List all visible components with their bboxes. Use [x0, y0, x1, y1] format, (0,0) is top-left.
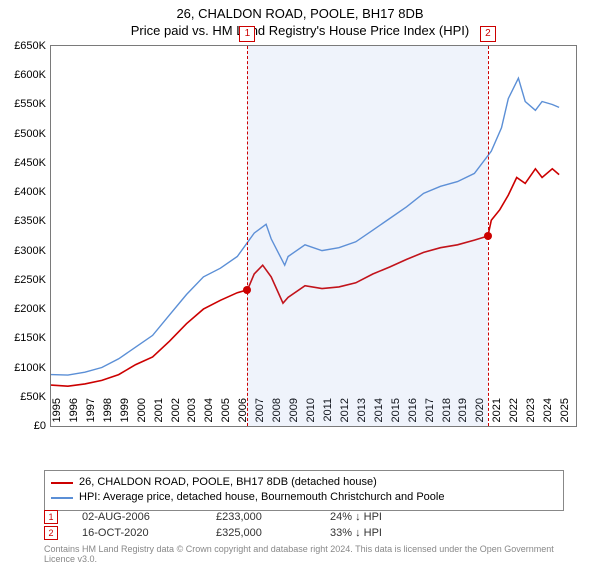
sale-marker-box: 1 [239, 26, 255, 42]
sale-marker-box: 2 [480, 26, 496, 42]
sale-row: 1 02-AUG-2006 £233,000 24% ↓ HPI [44, 510, 382, 524]
y-axis-label: £250K [1, 274, 46, 286]
footer: Contains HM Land Registry data © Crown c… [44, 545, 554, 565]
y-axis-label: £50K [1, 391, 46, 403]
y-axis-label: £500K [1, 128, 46, 140]
y-axis-label: £200K [1, 303, 46, 315]
title-block: 26, CHALDON ROAD, POOLE, BH17 8DB Price … [0, 0, 600, 40]
legend-swatch [51, 497, 73, 499]
legend-label: 26, CHALDON ROAD, POOLE, BH17 8DB (detac… [79, 475, 377, 490]
legend-swatch [51, 482, 73, 484]
sale-index-box: 2 [44, 526, 58, 540]
sales-table: 1 02-AUG-2006 £233,000 24% ↓ HPI 2 16-OCT-202… [44, 510, 382, 542]
y-axis-label: £400K [1, 186, 46, 198]
sale-hpi-delta: 33% ↓ HPI [330, 527, 382, 539]
y-axis-label: £350K [1, 215, 46, 227]
x-axis-label: 1997 [85, 398, 97, 428]
x-axis-label: 1998 [102, 398, 114, 428]
x-axis-label: 2024 [542, 398, 554, 428]
x-axis-label: 1996 [68, 398, 80, 428]
sale-hpi-delta: 24% ↓ HPI [330, 511, 382, 523]
x-axis-label: 2003 [186, 398, 198, 428]
sale-date: 02-AUG-2006 [82, 511, 192, 523]
legend: 26, CHALDON ROAD, POOLE, BH17 8DB (detac… [44, 470, 564, 511]
sale-dot [484, 232, 492, 240]
x-axis-label: 1999 [119, 398, 131, 428]
x-axis-label: 2021 [491, 398, 503, 428]
y-axis-label: £0 [1, 420, 46, 432]
sale-index-box: 1 [44, 510, 58, 524]
title-address: 26, CHALDON ROAD, POOLE, BH17 8DB [0, 6, 600, 23]
x-axis-label: 2000 [136, 398, 148, 428]
sale-date: 16-OCT-2020 [82, 527, 192, 539]
title-subtitle: Price paid vs. HM Land Registry's House … [0, 23, 600, 40]
chart: £0£50K£100K£150K£200K£250K£300K£350K£400… [50, 45, 577, 427]
legend-row: 26, CHALDON ROAD, POOLE, BH17 8DB (detac… [51, 475, 557, 490]
x-axis-label: 2004 [203, 398, 215, 428]
shaded-region [247, 46, 487, 426]
sale-dot [243, 286, 251, 294]
y-axis-label: £450K [1, 157, 46, 169]
y-axis-label: £550K [1, 98, 46, 110]
x-axis-label: 2001 [153, 398, 165, 428]
legend-label: HPI: Average price, detached house, Bour… [79, 490, 444, 505]
sale-price: £325,000 [216, 527, 306, 539]
y-axis-label: £650K [1, 40, 46, 52]
x-axis-label: 2025 [559, 398, 571, 428]
sale-row: 2 16-OCT-2020 £325,000 33% ↓ HPI [44, 526, 382, 540]
x-axis-label: 2023 [525, 398, 537, 428]
sale-price: £233,000 [216, 511, 306, 523]
x-axis-label: 2005 [220, 398, 232, 428]
sale-marker-line [247, 46, 248, 426]
y-axis-label: £100K [1, 362, 46, 374]
y-axis-label: £600K [1, 69, 46, 81]
footer-line1: Contains HM Land Registry data © Crown c… [44, 544, 353, 554]
y-axis-label: £150K [1, 332, 46, 344]
x-axis-label: 2002 [170, 398, 182, 428]
x-axis-label: 1995 [51, 398, 63, 428]
x-axis-label: 2022 [508, 398, 520, 428]
y-axis-label: £300K [1, 245, 46, 257]
legend-row: HPI: Average price, detached house, Bour… [51, 490, 557, 505]
